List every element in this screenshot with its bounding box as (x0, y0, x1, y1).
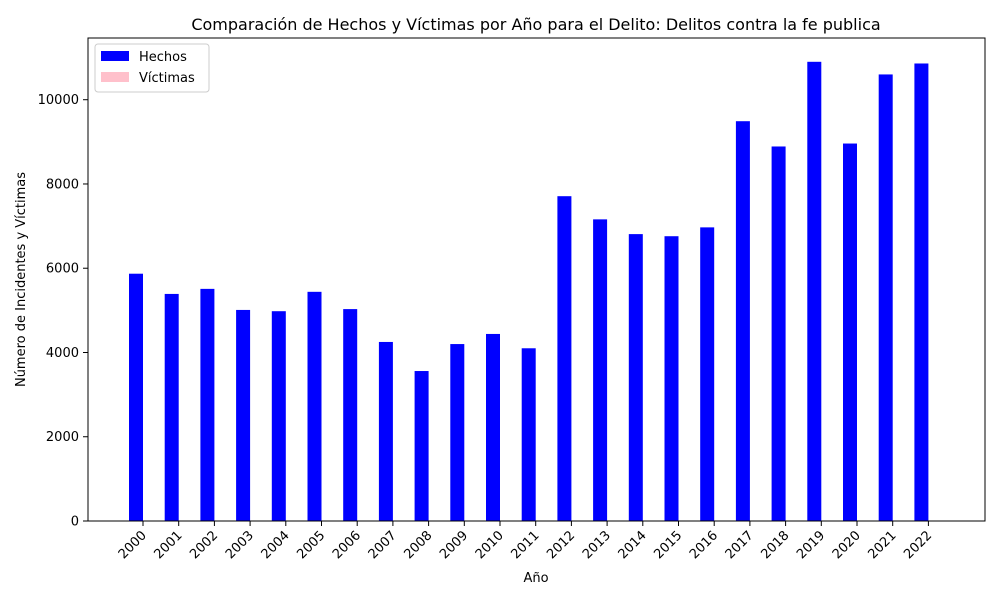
legend: Hechos Víctimas (94, 43, 210, 93)
x-tick-label: 2012 (544, 528, 578, 562)
bar-hechos-2005 (307, 291, 322, 521)
bar-hechos-2003 (236, 309, 251, 521)
x-axis-title: Año (523, 571, 548, 586)
bar-hechos-2015 (664, 236, 679, 521)
bar-hechos-2011 (521, 348, 536, 521)
bar-hechos-2000 (129, 273, 143, 521)
x-tick-label: 2013 (580, 528, 614, 562)
x-tick-label: 2015 (651, 528, 685, 562)
legend-swatch-victimas (101, 72, 129, 82)
x-tick-label: 2014 (616, 528, 650, 562)
legend-label-hechos: Hechos (139, 50, 187, 65)
y-tick-label: 0 (71, 515, 79, 530)
y-tick-label: 10000 (38, 93, 79, 108)
bar-hechos-2013 (593, 219, 608, 521)
bar-hechos-2016 (700, 227, 715, 521)
bar-hechos-2004 (271, 311, 286, 521)
x-tick-label: 2019 (794, 528, 828, 562)
x-tick-label: 2008 (401, 528, 435, 562)
plot-frame (87, 37, 986, 522)
x-tick-label: 2001 (152, 528, 186, 562)
x-tick-label: 2003 (223, 528, 257, 562)
bars-layer (129, 61, 929, 522)
bar-hechos-2002 (200, 288, 215, 521)
x-tick-label: 2016 (687, 528, 721, 562)
y-axis-title: Número de Incidentes y Víctimas (14, 172, 29, 387)
x-tick-label: 2010 (473, 528, 507, 562)
x-tick-label: 2021 (866, 528, 900, 562)
x-tick-label: 2005 (294, 528, 328, 562)
bar-hechos-2008 (414, 371, 429, 521)
bar-hechos-2020 (843, 143, 857, 521)
x-tick-label: 2004 (259, 528, 293, 562)
bar-hechos-2006 (343, 309, 358, 521)
x-tick-label: 2009 (437, 528, 471, 562)
bar-hechos-2010 (486, 333, 500, 521)
x-tick-label: 2006 (330, 528, 364, 562)
x-tick-label: 2020 (830, 528, 864, 562)
bar-hechos-2019 (807, 61, 822, 522)
x-tick-label: 2002 (187, 528, 221, 562)
legend-swatch-hechos (101, 51, 129, 61)
y-tick-label: 8000 (46, 177, 79, 192)
y-tick-label: 6000 (46, 262, 79, 277)
bar-hechos-2007 (378, 341, 393, 521)
bar-hechos-2009 (450, 344, 465, 521)
x-tick-label: 2022 (901, 528, 935, 562)
bar-hechos-2001 (164, 293, 179, 521)
x-tick-label: 2000 (116, 528, 150, 562)
chart-title: Comparación de Hechos y Víctimas por Año… (191, 15, 880, 34)
x-tick-label: 2017 (723, 528, 757, 562)
y-tick-label: 2000 (46, 430, 79, 445)
bar-hechos-2017 (735, 121, 750, 522)
x-tick-label: 2007 (366, 528, 400, 562)
x-tick-label: 2018 (758, 528, 792, 562)
x-axis: 2000 2001 2002 2003 2004 2005 2006 2007 2008 2009… (116, 521, 935, 562)
bar-hechos-2014 (628, 234, 643, 521)
bar-hechos-2018 (771, 146, 786, 521)
legend-label-victimas: Víctimas (139, 71, 195, 86)
y-axis: 0 2000 4000 6000 8000 10000 (38, 93, 88, 530)
y-tick-label: 4000 (46, 346, 79, 361)
x-tick-label: 2011 (509, 528, 543, 562)
bar-hechos-2022 (914, 63, 929, 521)
bar-hechos-2021 (878, 74, 893, 521)
bar-hechos-2012 (557, 196, 572, 521)
